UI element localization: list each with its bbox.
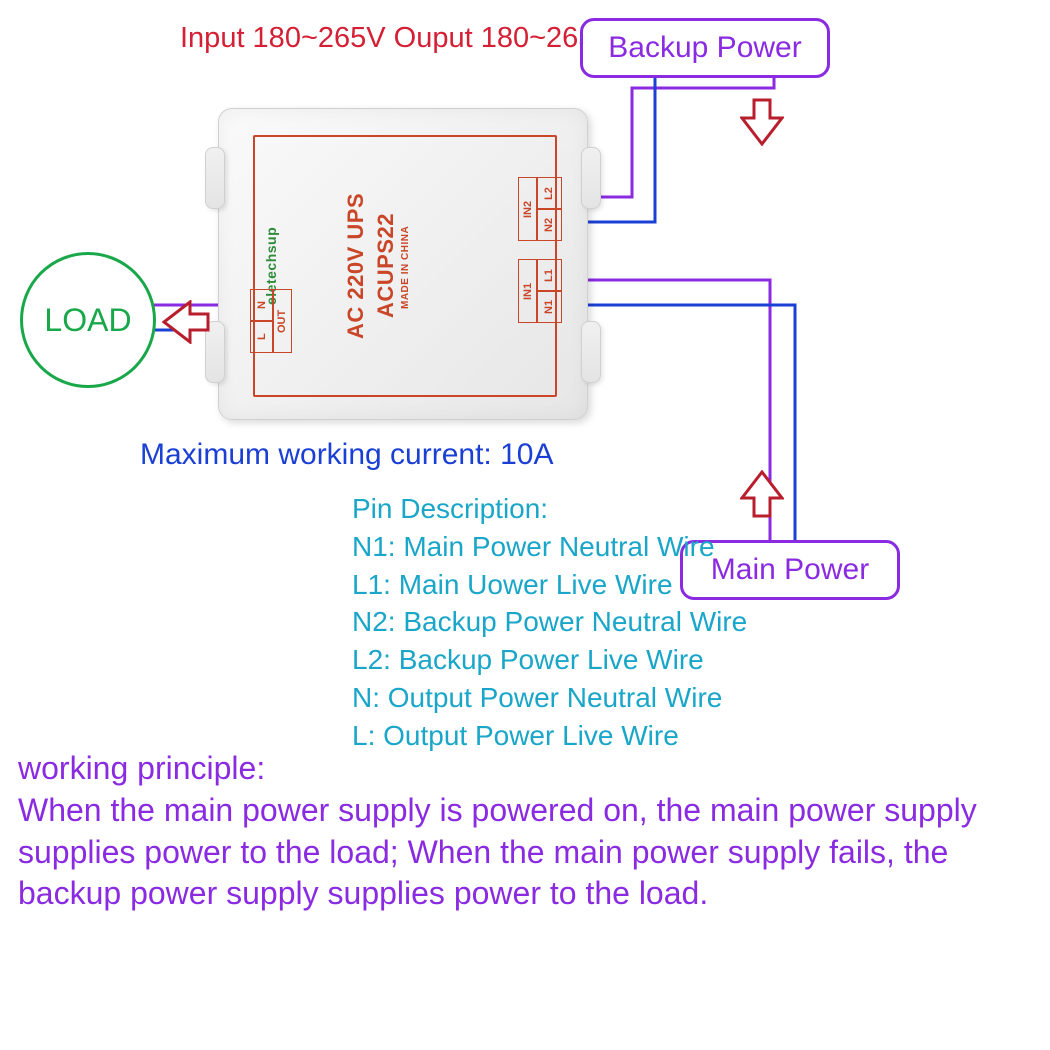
pin-desc-n: N: Output Power Neutral Wire — [352, 679, 747, 717]
pin-n1: N1 — [536, 290, 562, 323]
pin-l2: L2 — [536, 177, 562, 210]
pin-n: N — [250, 289, 274, 322]
pin-desc-heading: Pin Description: — [352, 490, 747, 528]
pcb-outline: eletechsup AC 220V UPS ACUPS22 MADE IN C… — [253, 135, 557, 397]
in1-label: IN1 — [518, 259, 538, 323]
pin-desc-l2: L2: Backup Power Live Wire — [352, 641, 747, 679]
in1-terminal: IN1 L1 N1 — [518, 259, 560, 321]
arrow-left-icon — [162, 300, 210, 344]
device-line2: ACUPS22 — [373, 157, 399, 375]
mount-tab — [581, 321, 601, 383]
pin-l1: L1 — [536, 259, 562, 292]
pin-desc-n2: N2: Backup Power Neutral Wire — [352, 603, 747, 641]
working-principle-heading: working principle: — [18, 750, 265, 787]
spec-title: Input 180~265V Ouput 180~265V — [180, 22, 614, 55]
pin-n2: N2 — [536, 208, 562, 241]
out-terminal: OUT N L — [250, 289, 292, 351]
working-principle-body: When the main power supply is powered on… — [18, 790, 1028, 915]
backup-power-box: Backup Power — [580, 18, 830, 78]
device-made-in: MADE IN CHINA — [400, 187, 411, 347]
max-current: Maximum working current: 10A — [140, 438, 553, 472]
pin-description: Pin Description: N1: Main Power Neutral … — [352, 490, 747, 755]
device-housing: eletechsup AC 220V UPS ACUPS22 MADE IN C… — [218, 108, 588, 420]
pin-desc-l1: L1: Main Uower Live Wire — [352, 566, 747, 604]
device-line1: AC 220V UPS — [343, 157, 369, 375]
out-label: OUT — [272, 289, 292, 353]
in2-terminal: IN2 L2 N2 — [518, 177, 560, 239]
pin-desc-l: L: Output Power Live Wire — [352, 717, 747, 755]
pin-l: L — [250, 320, 274, 353]
mount-tab — [581, 147, 601, 209]
pin-desc-n1: N1: Main Power Neutral Wire — [352, 528, 747, 566]
mount-tab — [205, 147, 225, 209]
arrow-down-icon — [740, 98, 784, 146]
load-node: LOAD — [20, 252, 156, 388]
in2-label: IN2 — [518, 177, 538, 241]
